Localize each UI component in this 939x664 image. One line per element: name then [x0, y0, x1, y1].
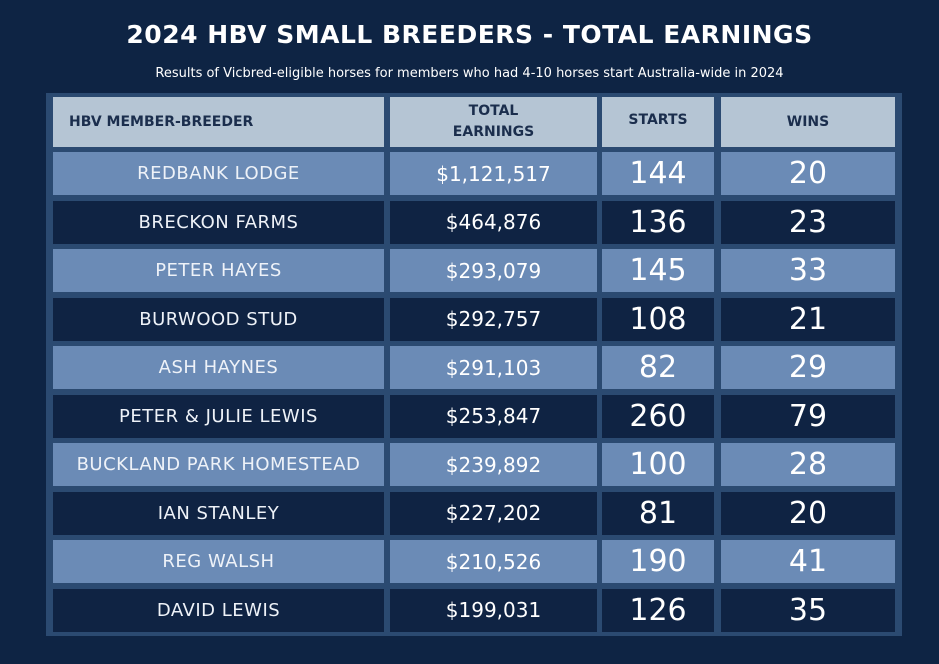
earnings-cell: $464,876 — [390, 200, 597, 244]
header-starts: STARTS — [602, 97, 714, 147]
earnings-cell: $293,079 — [390, 249, 597, 292]
earnings-cell: $199,031 — [390, 588, 597, 632]
breeder-cell: ASH HAYNES — [53, 346, 384, 389]
earnings-cell: $210,526 — [390, 540, 597, 583]
wins-cell: 20 — [721, 152, 895, 195]
header-total-earnings-label: TOTAL EARNINGS — [452, 103, 535, 140]
breeder-cell: PETER HAYES — [53, 249, 384, 292]
header-breeder: HBV MEMBER-BREEDER — [53, 97, 384, 147]
breeder-cell: BURWOOD STUD — [53, 297, 384, 341]
breeder-cell: BUCKLAND PARK HOMESTEAD — [53, 443, 384, 486]
header-wins: WINS — [721, 97, 895, 147]
wins-cell: 28 — [721, 443, 895, 486]
starts-cell: 260 — [602, 394, 714, 438]
starts-cell: 190 — [602, 540, 714, 583]
earnings-cell: $253,847 — [390, 394, 597, 438]
starts-cell: 126 — [602, 588, 714, 632]
wins-cell: 41 — [721, 540, 895, 583]
starts-cell: 108 — [602, 297, 714, 341]
wins-cell: 79 — [721, 394, 895, 438]
starts-cell: 145 — [602, 249, 714, 292]
starts-cell: 136 — [602, 200, 714, 244]
earnings-cell: $239,892 — [390, 443, 597, 486]
breeder-cell: DAVID LEWIS — [53, 588, 384, 632]
page-title: 2024 HBV SMALL BREEDERS - TOTAL EARNINGS — [126, 20, 813, 49]
wins-cell: 29 — [721, 346, 895, 389]
earnings-cell: $1,121,517 — [390, 152, 597, 195]
earnings-table: HBV MEMBER-BREEDER TOTAL EARNINGS STARTS… — [46, 93, 902, 636]
breeder-cell: REG WALSH — [53, 540, 384, 583]
wins-cell: 35 — [721, 588, 895, 632]
breeder-cell: IAN STANLEY — [53, 491, 384, 535]
wins-cell: 21 — [721, 297, 895, 341]
wins-cell: 20 — [721, 491, 895, 535]
earnings-cell: $292,757 — [390, 297, 597, 341]
breeder-cell: PETER & JULIE LEWIS — [53, 394, 384, 438]
wins-cell: 23 — [721, 200, 895, 244]
earnings-cell: $291,103 — [390, 346, 597, 389]
starts-cell: 82 — [602, 346, 714, 389]
header-total-earnings: TOTAL EARNINGS — [390, 97, 597, 147]
starts-cell: 144 — [602, 152, 714, 195]
page-subtitle: Results of Vicbred-eligible horses for m… — [155, 66, 784, 81]
starts-cell: 100 — [602, 443, 714, 486]
breeder-cell: REDBANK LODGE — [53, 152, 384, 195]
starts-cell: 81 — [602, 491, 714, 535]
earnings-cell: $227,202 — [390, 491, 597, 535]
wins-cell: 33 — [721, 249, 895, 292]
breeder-cell: BRECKON FARMS — [53, 200, 384, 244]
